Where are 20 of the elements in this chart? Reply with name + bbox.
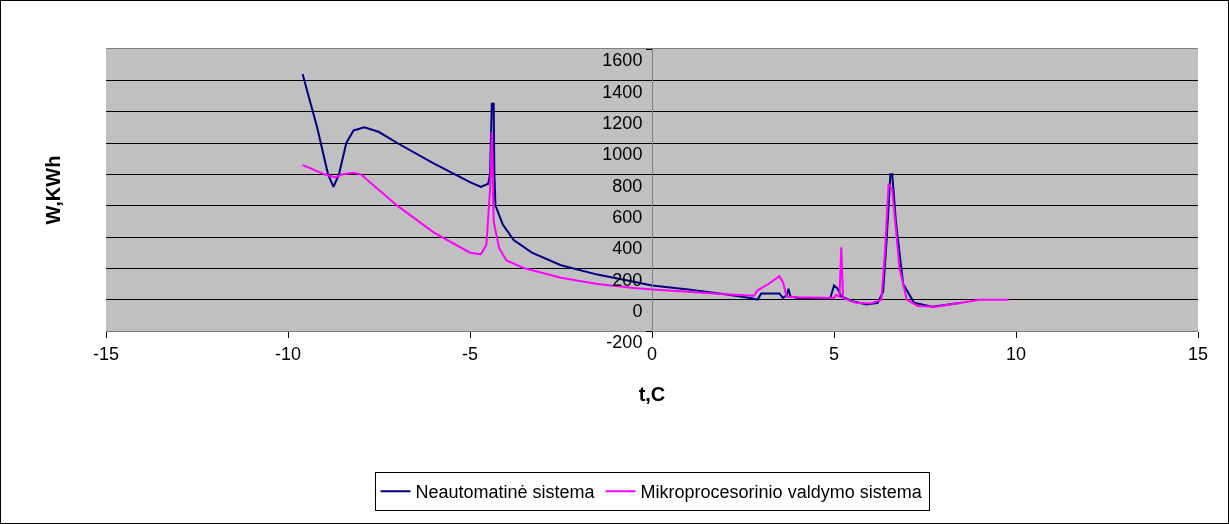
y-tick-label: 600 <box>612 206 643 227</box>
x-tick-label: -15 <box>92 343 120 364</box>
y-axis-title: W,KWh <box>42 155 65 225</box>
x-tick-label: 15 <box>1187 343 1209 364</box>
x-tick-label: 5 <box>828 343 840 364</box>
legend-label: Mikroprocesorinio valdymo sistema <box>640 482 923 503</box>
y-tick-label: -200 <box>606 332 643 353</box>
y-tick-label: 1000 <box>602 144 643 165</box>
legend-label: Neautomatinė sistema <box>415 482 596 503</box>
y-tick-label: 400 <box>612 238 643 259</box>
y-tick-label: 1200 <box>602 112 643 133</box>
x-axis-title: t,C <box>638 383 666 405</box>
y-tick-label: 0 <box>632 300 643 321</box>
x-tick-label: 0 <box>646 343 658 364</box>
x-tick-label: 10 <box>1005 343 1027 364</box>
x-tick-label: -5 <box>461 343 479 364</box>
y-tick-label: 1600 <box>602 50 643 71</box>
y-tick-label: 1400 <box>602 81 643 102</box>
x-tick-label: -10 <box>274 343 302 364</box>
y-tick-label: 800 <box>612 175 643 196</box>
